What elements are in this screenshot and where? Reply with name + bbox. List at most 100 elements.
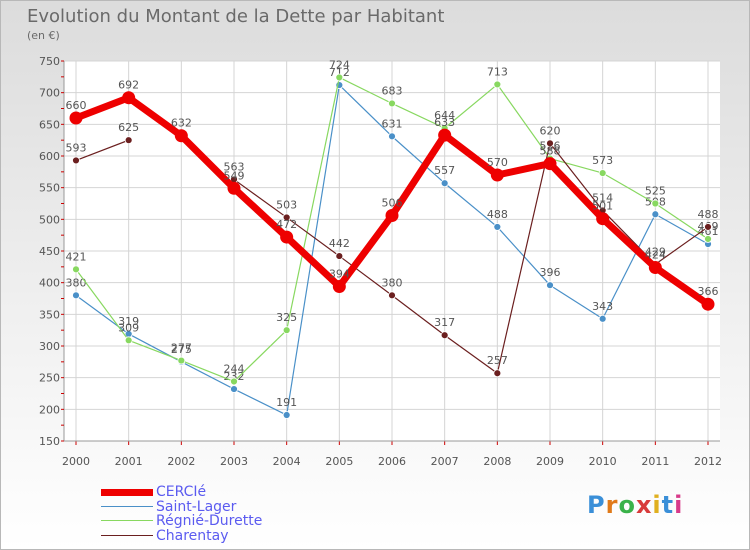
data-label-r-gni-durette-2003: 244 (224, 362, 245, 375)
y-tick-label-700: 700 (39, 87, 60, 100)
data-label-r-gni-durette-2004: 325 (276, 311, 297, 324)
data-point-cerci--2002 (174, 129, 188, 143)
data-point-saint-lager-2010 (598, 314, 607, 323)
legend-swatch-cerci- (101, 488, 153, 496)
data-label-cerci--2007: 633 (434, 116, 455, 129)
data-point-cerci--2003 (227, 181, 241, 195)
data-point-cerci--2001 (122, 91, 136, 105)
data-point-r-gni-durette-2003 (230, 377, 238, 386)
data-label-cerci--2004: 472 (276, 218, 297, 231)
data-point-charentay-2007 (440, 331, 449, 340)
y-tick-label-450: 450 (39, 245, 60, 258)
data-point-saint-lager-2008 (493, 223, 502, 231)
y-tick-label-750: 750 (39, 55, 60, 68)
data-point-charentay-2004 (282, 213, 291, 222)
data-point-saint-lager-2000 (72, 291, 80, 300)
data-point-r-gni-durette-2011 (651, 199, 660, 208)
y-tick-label-600: 600 (39, 150, 60, 163)
data-point-cerci--2010 (596, 212, 610, 226)
legend-label-cerci-: CERCIé (156, 484, 207, 500)
data-label-cerci--2001: 692 (118, 79, 139, 92)
x-tick-label-2008: 2008 (483, 455, 511, 468)
data-point-r-gni-durette-2005 (335, 73, 344, 82)
x-tick-label-2005: 2005 (325, 455, 353, 468)
data-point-r-gni-durette-2001 (124, 336, 133, 345)
data-label-cerci--2003: 549 (224, 169, 245, 182)
data-point-charentay-2001 (124, 136, 133, 145)
proxiti-logo: Proxiti (587, 491, 684, 519)
x-tick-label-2007: 2007 (431, 455, 459, 468)
y-tick-label-500: 500 (39, 213, 60, 226)
data-point-cerci--2009 (543, 157, 557, 171)
legend-label-saint-lager: Saint-Lager (156, 498, 237, 515)
data-label-r-gni-durette-2001: 309 (118, 321, 139, 334)
data-label-charentay-2011: 429 (645, 245, 666, 258)
y-tick-label-650: 650 (39, 118, 60, 131)
data-label-cerci--2011: 424 (645, 248, 666, 261)
chart-unit-label: (en €) (27, 29, 60, 42)
data-label-saint-lager-2000: 380 (66, 276, 87, 289)
data-point-saint-lager-2004 (282, 411, 291, 419)
y-tick-label-550: 550 (39, 182, 60, 195)
data-point-r-gni-durette-2006 (388, 99, 396, 108)
data-label-saint-lager-2001: 319 (118, 315, 139, 328)
data-label-cerci--2012: 366 (698, 285, 719, 298)
data-label-saint-lager-2004: 191 (276, 396, 297, 409)
data-label-cerci--2005: 394 (329, 267, 350, 280)
data-point-r-gni-durette-2000 (72, 265, 80, 274)
x-tick-label-2011: 2011 (641, 455, 669, 468)
data-label-cerci--2008: 570 (487, 156, 508, 169)
series-line-charentay (233, 142, 709, 374)
data-label-charentay-2003: 563 (224, 160, 245, 173)
data-label-charentay-2008: 257 (487, 354, 508, 367)
legend-swatch-charentay (101, 534, 153, 536)
data-label-charentay-2007: 317 (434, 316, 455, 329)
data-label-charentay-2004: 503 (276, 198, 297, 211)
data-point-cerci--2007 (438, 128, 452, 142)
x-tick-label-2006: 2006 (378, 455, 406, 468)
data-label-r-gni-durette-2007: 644 (434, 109, 455, 122)
data-label-charentay-2006: 380 (382, 276, 403, 289)
data-point-cerci--2012 (701, 297, 715, 311)
data-label-cerci--2009: 588 (540, 145, 561, 158)
data-point-charentay-2008 (493, 369, 502, 378)
data-point-cerci--2011 (648, 260, 662, 274)
data-point-cerci--2000 (69, 111, 83, 125)
data-point-charentay-2005 (335, 252, 344, 260)
data-label-cerci--2000: 660 (66, 99, 87, 112)
data-label-charentay-2012: 488 (698, 208, 719, 221)
x-tick-label-2009: 2009 (536, 455, 564, 468)
series-line-charentay (75, 139, 130, 162)
y-tick-label-400: 400 (39, 277, 60, 290)
data-label-r-gni-durette-2005: 724 (329, 58, 350, 71)
x-tick-label-2003: 2003 (220, 455, 248, 468)
data-point-saint-lager-2003 (230, 385, 238, 393)
data-label-saint-lager-2010: 343 (592, 300, 613, 313)
x-tick-label-2004: 2004 (273, 455, 301, 468)
data-point-cerci--2004 (280, 230, 294, 244)
data-point-r-gni-durette-2010 (598, 169, 607, 178)
data-label-r-gni-durette-2011: 525 (645, 185, 666, 198)
y-tick-label-350: 350 (39, 308, 60, 321)
data-label-r-gni-durette-2010: 573 (592, 154, 613, 167)
y-tick-label-300: 300 (39, 340, 60, 353)
data-point-charentay-2006 (388, 291, 396, 300)
data-label-r-gni-durette-2008: 713 (487, 65, 508, 78)
y-tick-label-200: 200 (39, 403, 60, 416)
data-point-cerci--2006 (385, 209, 399, 223)
data-point-r-gni-durette-2002 (177, 356, 186, 365)
data-point-saint-lager-2007 (440, 179, 449, 188)
data-label-charentay-2005: 442 (329, 237, 350, 250)
x-tick-label-2002: 2002 (167, 455, 195, 468)
data-label-saint-lager-2007: 557 (434, 164, 455, 177)
y-tick-label-250: 250 (39, 372, 60, 385)
data-point-cerci--2005 (332, 279, 346, 293)
data-label-cerci--2010: 501 (592, 200, 613, 213)
data-label-r-gni-durette-2000: 421 (66, 250, 87, 263)
data-point-charentay-2012 (704, 223, 712, 231)
legend-label-r-gni-durette: Régnié-Durette (156, 513, 263, 529)
y-tick-label-150: 150 (39, 435, 60, 448)
x-tick-label-2012: 2012 (694, 455, 722, 468)
